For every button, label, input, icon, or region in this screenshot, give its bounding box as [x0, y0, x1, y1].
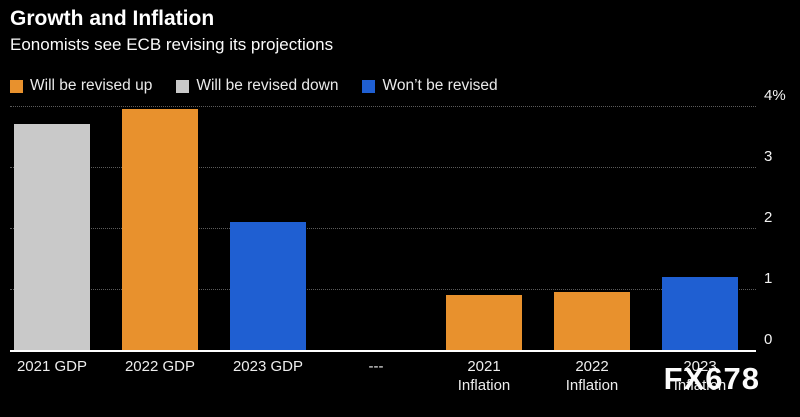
legend: Will be revised up Will be revised down …: [10, 77, 498, 95]
legend-label-revised-down: Will be revised down: [196, 77, 339, 94]
gridline-3: [10, 167, 756, 168]
gridline-1: [10, 289, 756, 290]
legend-swatch-orange-icon: [10, 79, 23, 93]
x-axis-line: [10, 350, 756, 352]
x-axis-category-label: 2021 GDP: [16, 358, 88, 375]
x-axis-category-label: 2023 Inflation: [673, 358, 727, 394]
y-axis-tick-label: 2: [764, 209, 773, 226]
x-axis-category-label: 2022 Inflation: [565, 358, 619, 394]
y-axis-tick-label: 1: [764, 270, 773, 287]
watermark: FX678: [663, 361, 760, 396]
bar-2023-gdp: [230, 221, 306, 350]
y-axis-tick-label: 4%: [764, 87, 786, 104]
legend-label-wont-be-revised: Won’t be revised: [382, 77, 498, 94]
legend-item-revised-down: Will be revised down: [176, 77, 338, 95]
y-axis-tick-label: 3: [764, 148, 773, 165]
x-axis-category-label: 2021 Inflation: [457, 358, 511, 394]
legend-item-wont-be-revised: Won’t be revised: [362, 77, 498, 95]
legend-swatch-gray-icon: [176, 79, 190, 93]
legend-item-revised-up: Will be revised up: [10, 77, 152, 95]
chart-title: Growth and Inflation: [10, 7, 215, 30]
gridline-4: [10, 106, 756, 107]
x-axis-category-label: 2023 GDP: [232, 358, 304, 375]
legend-label-revised-up: Will be revised up: [30, 77, 153, 94]
gridline-2: [10, 228, 756, 229]
legend-swatch-blue-icon: [362, 79, 376, 93]
y-axis-tick-label: 0: [764, 331, 773, 348]
x-axis-category-label: 2022 GDP: [124, 358, 196, 375]
bar-2021-gdp: [14, 124, 90, 350]
chart-subtitle: Eonomists see ECB revising its projectio…: [10, 35, 334, 54]
bar-2022-inflation: [554, 292, 630, 350]
bar-2023-inflation: [662, 276, 738, 350]
bar-2022-gdp: [122, 109, 198, 350]
x-axis-category-label: ---: [368, 358, 384, 375]
bar-2021-inflation: [446, 295, 522, 350]
